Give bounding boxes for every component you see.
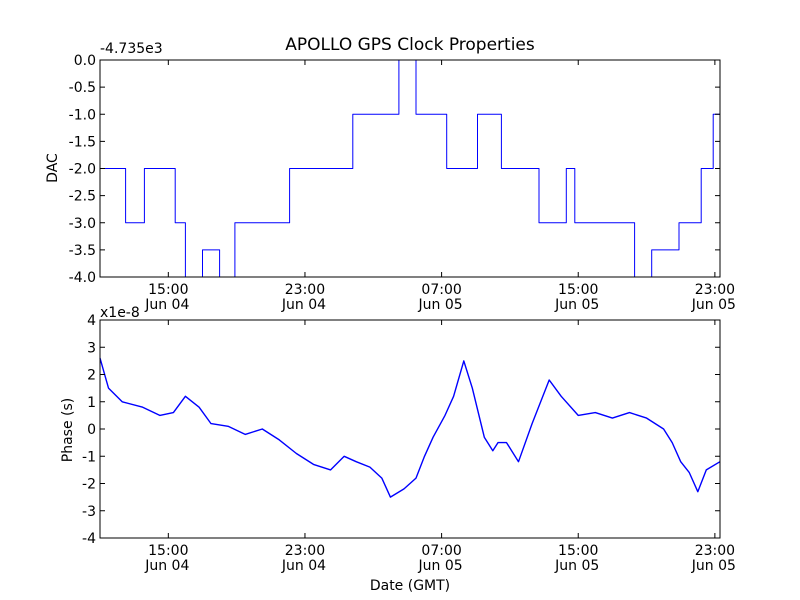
chart-title: APOLLO GPS Clock Properties [285, 35, 535, 55]
dac-xtick-date-label: Jun 05 [418, 297, 463, 313]
dac-xtick-time-label: 23:00 [695, 282, 735, 298]
phase-ytick-label: 0 [87, 422, 96, 438]
phase-ylabel: Phase (s) [60, 398, 76, 462]
phase-offset-label: x1e-8 [100, 305, 140, 321]
dac-offset-label: -4.735e3 [100, 41, 163, 57]
phase-xtick-date-label: Jun 04 [281, 558, 326, 574]
phase-xtick-date-label: Jun 05 [554, 558, 599, 574]
phase-xtick-time-label: 15:00 [148, 543, 188, 559]
dac-ytick-label: -3.0 [69, 216, 96, 232]
phase-ytick-label: 3 [87, 340, 96, 356]
dac-ytick-label: -2.5 [69, 189, 96, 205]
phase-ytick-label: -2 [82, 477, 96, 493]
dac-ytick-label: -2.0 [69, 162, 96, 178]
phase-ytick-label: 1 [87, 395, 96, 411]
dac-ytick-label: 0.0 [74, 53, 96, 69]
phase-xtick-date-label: Jun 05 [418, 558, 463, 574]
phase-xtick-time-label: 23:00 [695, 543, 735, 559]
phase-ytick-label: -3 [82, 504, 96, 520]
dac-xtick-date-label: Jun 04 [281, 297, 326, 313]
dac-xtick-time-label: 23:00 [285, 282, 325, 298]
phase-xtick-date-label: Jun 04 [144, 558, 189, 574]
dac-ytick-label: -1.5 [69, 134, 96, 150]
phase-ytick-label: -4 [82, 531, 96, 547]
phase-xtick-time-label: 15:00 [558, 543, 598, 559]
phase-ytick-label: -1 [82, 449, 96, 465]
phase-series-line [99, 357, 721, 498]
dac-xtick-time-label: 15:00 [148, 282, 188, 298]
dac-ytick-label: -0.5 [69, 80, 96, 96]
dac-xtick-date-label: Jun 05 [554, 297, 599, 313]
phase-xtick-time-label: 23:00 [285, 543, 325, 559]
phase-xlabel: Date (GMT) [370, 578, 450, 594]
dac-ytick-label: -3.5 [69, 243, 96, 259]
dac-xtick-time-label: 15:00 [558, 282, 598, 298]
dac-xtick-time-label: 07:00 [421, 282, 461, 298]
phase-ytick-label: 4 [87, 313, 96, 329]
dac-ylabel: DAC [45, 153, 61, 183]
phase-xtick-date-label: Jun 05 [691, 558, 736, 574]
dac-xtick-date-label: Jun 05 [691, 297, 736, 313]
phase-ytick-label: 2 [87, 368, 96, 384]
phase-xtick-time-label: 07:00 [421, 543, 461, 559]
dac-xtick-date-label: Jun 04 [144, 297, 189, 313]
dac-ytick-label: -1.0 [69, 107, 96, 123]
dac-ytick-label: -4.0 [69, 270, 96, 286]
